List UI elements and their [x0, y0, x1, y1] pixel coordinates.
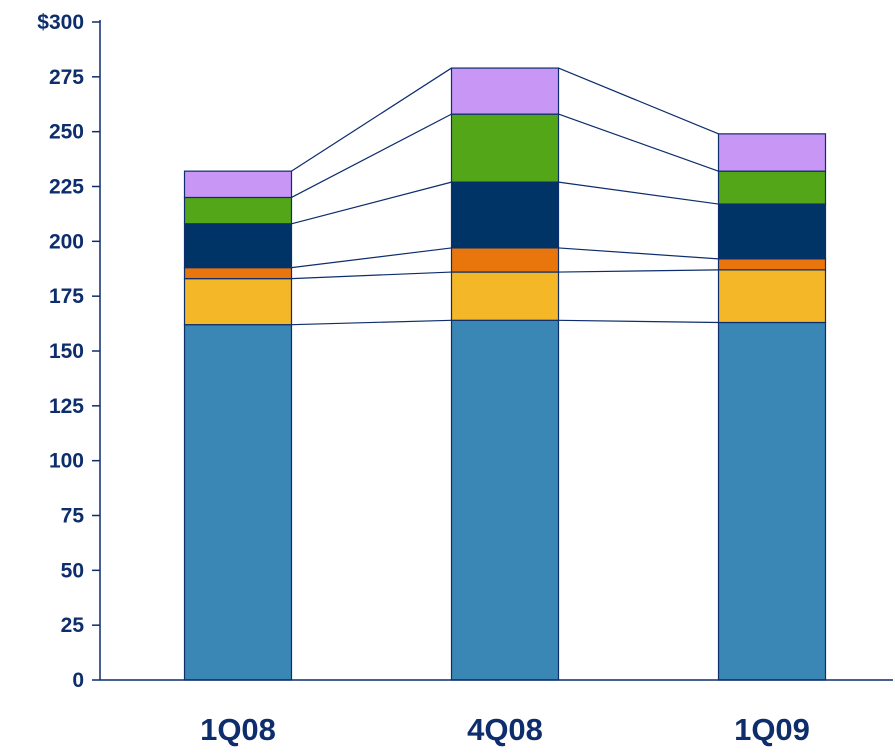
connector-line: [291, 113, 452, 198]
connector-line: [291, 271, 452, 280]
bar-segment: [450, 113, 560, 183]
bar-segment: [717, 269, 827, 324]
bar-segment: [717, 133, 827, 172]
connector-lines: [291, 67, 719, 326]
y-tick-label: 175: [49, 285, 84, 308]
bar-segment: [450, 181, 560, 249]
connector-line: [558, 247, 719, 260]
axes: [92, 20, 893, 681]
bar-segment: [717, 203, 827, 260]
x-category-label: 4Q08: [467, 712, 543, 747]
connector-line: [558, 181, 719, 205]
bars: [183, 67, 827, 681]
connector-line: [558, 67, 719, 135]
y-tick-label: 200: [49, 230, 84, 253]
bar-segment: [183, 278, 293, 326]
connector-line: [558, 113, 719, 172]
bar-segment: [183, 170, 293, 199]
y-tick-label: 250: [49, 121, 84, 144]
bar-segment: [183, 196, 293, 225]
bar-segment: [717, 321, 827, 681]
y-tick-label: 275: [49, 66, 84, 89]
bar-segment: [450, 67, 560, 115]
x-category-label: 1Q09: [734, 712, 810, 747]
y-tick-label: 225: [49, 176, 84, 199]
connector-line: [291, 181, 452, 225]
axis-labels: 0 25 50 75 100 125 150 175 200 225 250 275 $300 1Q08 4…: [37, 11, 810, 747]
x-category-label: 1Q08: [200, 712, 276, 747]
bar-segment: [450, 319, 560, 681]
y-tick-label: 0: [72, 669, 84, 692]
connector-line: [291, 67, 452, 172]
bar-segment: [717, 258, 827, 271]
connector-line: [558, 319, 719, 324]
connector-line: [291, 247, 452, 269]
bar-segment: [183, 324, 293, 681]
y-tick-label: $300: [37, 11, 84, 34]
y-tick-label: 50: [61, 559, 84, 582]
y-tick-label: 75: [61, 505, 85, 528]
y-tick-label: 150: [49, 340, 84, 363]
y-tick-label: 25: [61, 614, 85, 637]
bar-segment: [183, 267, 293, 280]
bar-segment: [450, 271, 560, 321]
bar-segment: [183, 223, 293, 269]
bar-segment: [450, 247, 560, 273]
y-tick-label: 125: [49, 395, 84, 418]
connector-line: [291, 319, 452, 326]
bar-segment: [717, 170, 827, 205]
y-tick-label: 100: [49, 450, 84, 473]
connector-line: [558, 269, 719, 273]
